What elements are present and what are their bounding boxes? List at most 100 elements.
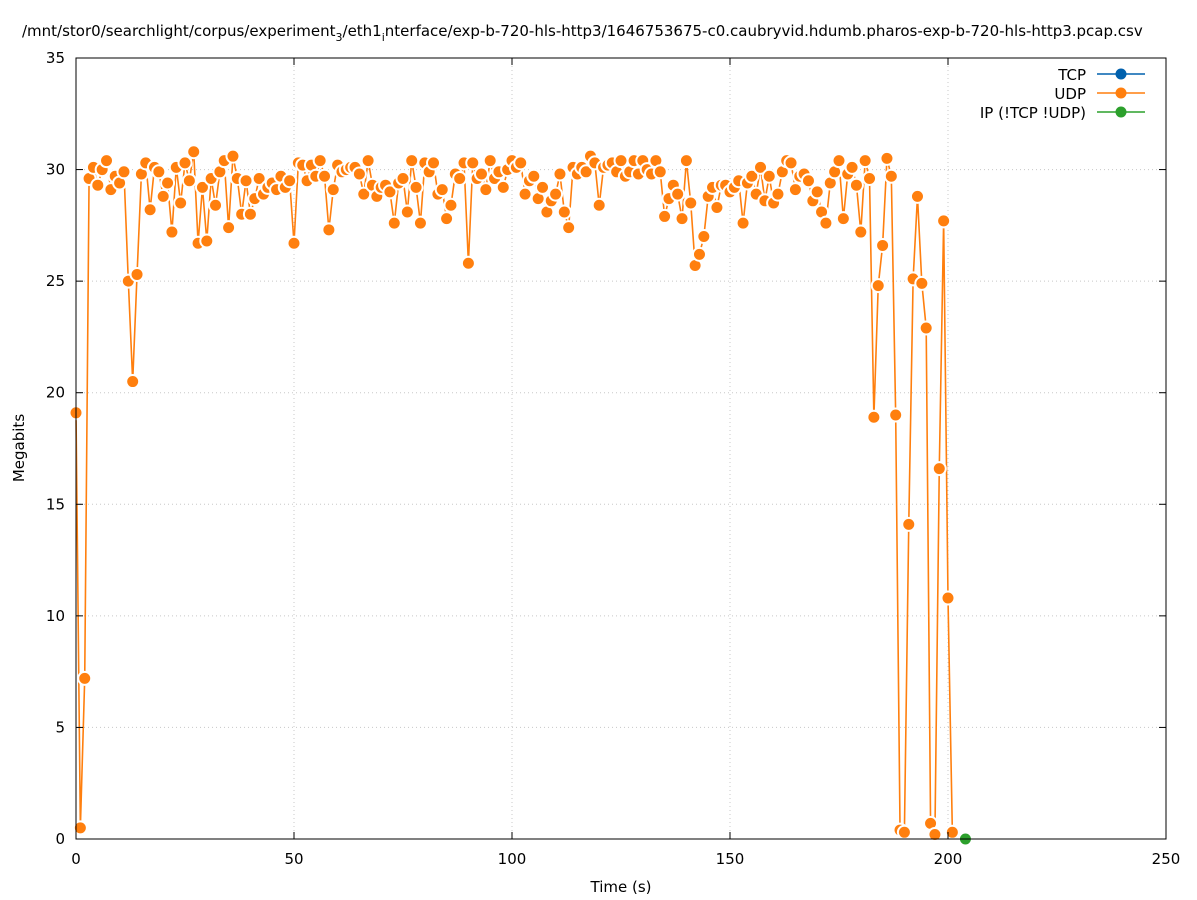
data-point <box>160 175 176 191</box>
data-point <box>513 155 529 171</box>
data-point <box>434 182 450 198</box>
x-tick-label: 100 <box>498 850 527 868</box>
data-point <box>657 208 673 224</box>
data-point <box>936 213 952 229</box>
legend-marker <box>1115 106 1127 118</box>
data-point <box>578 164 594 180</box>
data-point <box>321 222 337 238</box>
data-point <box>875 237 891 253</box>
plot-frame <box>75 57 1167 840</box>
x-axis: 0 50 100 150 200 250 <box>71 58 1180 868</box>
y-axis-label: Megabits <box>10 414 28 482</box>
series-1 <box>68 144 960 843</box>
data-point <box>870 278 886 294</box>
data-point <box>125 374 141 390</box>
data-point <box>142 202 158 218</box>
y-tick-label: 20 <box>46 384 65 402</box>
data-point <box>918 320 934 336</box>
data-point <box>848 177 864 193</box>
data-point <box>761 168 777 184</box>
data-point <box>225 148 241 164</box>
x-axis-label: Time (s) <box>590 878 652 896</box>
y-tick-label: 10 <box>46 607 65 625</box>
data-point <box>896 824 912 840</box>
legend-marker <box>1115 87 1127 99</box>
y-axis: 0 5 10 15 20 25 30 35 <box>46 49 1166 848</box>
data-point <box>164 224 180 240</box>
data-point <box>465 155 481 171</box>
data-point <box>325 182 341 198</box>
data-point <box>548 186 564 202</box>
data-point <box>696 229 712 245</box>
data-point <box>888 407 904 423</box>
data-point <box>177 155 193 171</box>
data-point <box>517 186 533 202</box>
y-tick-label: 35 <box>46 49 65 67</box>
data-point <box>883 168 899 184</box>
data-point <box>194 179 210 195</box>
series-line <box>75 150 954 836</box>
data-point <box>909 188 925 204</box>
data-point <box>90 177 106 193</box>
data-point <box>753 159 769 175</box>
data-point <box>77 670 93 686</box>
x-tick-label: 150 <box>716 850 745 868</box>
data-point <box>251 171 267 186</box>
legend-label: UDP <box>1054 85 1086 103</box>
data-point <box>927 827 943 843</box>
data-point <box>862 171 878 186</box>
data-point <box>535 179 551 195</box>
data-point <box>552 166 568 182</box>
x-tick-label: 50 <box>284 850 303 868</box>
data-point <box>818 215 834 231</box>
data-point <box>478 182 494 198</box>
data-point <box>186 144 202 160</box>
y-tick-label: 25 <box>46 272 65 290</box>
data-point <box>173 195 189 211</box>
x-tick-label: 0 <box>71 850 81 868</box>
data-point <box>670 186 686 202</box>
data-point <box>940 590 956 606</box>
data-point <box>460 255 476 271</box>
data-point <box>317 168 333 184</box>
data-point <box>439 211 455 227</box>
data-point <box>853 224 869 240</box>
data-point <box>613 153 629 169</box>
data-point <box>312 153 328 169</box>
data-point <box>556 204 572 220</box>
data-point <box>208 197 224 213</box>
data-point <box>155 188 171 204</box>
y-tick-label: 30 <box>46 161 65 179</box>
data-point <box>399 204 415 220</box>
legend-label: IP (!TCP !UDP) <box>980 104 1086 122</box>
data-point <box>652 164 668 180</box>
data-point <box>282 173 298 189</box>
data-point <box>404 153 420 169</box>
data-point <box>931 461 947 477</box>
data-point <box>199 233 215 249</box>
data-point <box>116 164 132 180</box>
data-point <box>735 215 751 231</box>
data-point <box>72 820 88 836</box>
x-tick-label: 200 <box>934 850 963 868</box>
data-point <box>181 173 197 189</box>
data-point <box>591 197 607 213</box>
data-point <box>879 150 895 166</box>
data-point <box>452 171 468 186</box>
data-point <box>709 200 725 216</box>
plot-area <box>68 144 973 847</box>
data-point <box>800 173 816 189</box>
data-point <box>99 153 115 169</box>
data-point <box>901 516 917 532</box>
data-point <box>408 179 424 195</box>
data-point <box>783 155 799 171</box>
data-point <box>770 186 786 202</box>
data-point <box>351 166 367 182</box>
data-point <box>412 215 428 231</box>
y-tick-label: 0 <box>55 830 65 848</box>
data-point <box>678 153 694 169</box>
data-point <box>526 168 542 184</box>
data-point <box>473 166 489 182</box>
